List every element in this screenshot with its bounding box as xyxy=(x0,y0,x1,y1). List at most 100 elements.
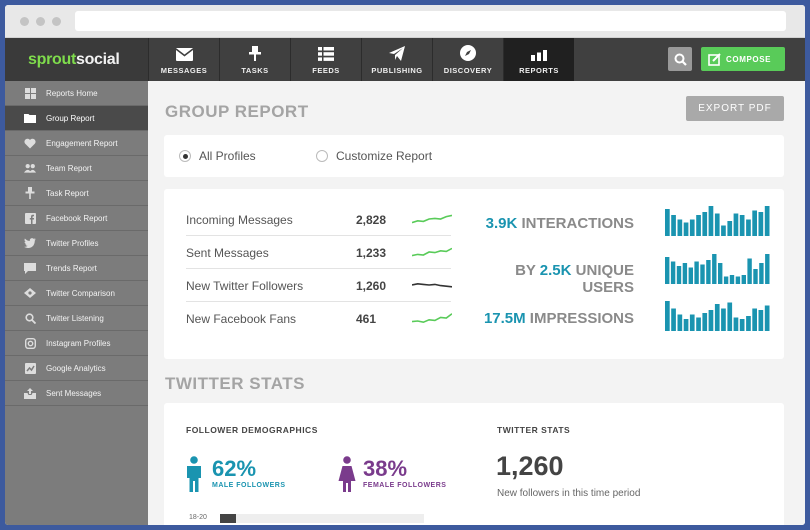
radio-all-profiles[interactable]: All Profiles xyxy=(179,149,256,163)
bar xyxy=(696,215,701,236)
sidebar-item-task-report[interactable]: Task Report xyxy=(5,181,148,206)
sidebar-item-instagram-profiles[interactable]: Instagram Profiles xyxy=(5,331,148,356)
sidebar-item-sent-messages[interactable]: Sent Messages xyxy=(5,381,148,406)
window-dot[interactable] xyxy=(20,17,29,26)
compare-icon xyxy=(24,287,36,299)
bar xyxy=(718,263,723,284)
list-icon xyxy=(318,47,334,61)
sidebar-item-label: Trends Report xyxy=(46,263,97,273)
stat-prefix: BY xyxy=(515,262,540,279)
bar xyxy=(702,212,708,236)
sidebar-item-engagement-report[interactable]: Engagement Report xyxy=(5,131,148,156)
impressions-stat: 17.5M IMPRESSIONS xyxy=(464,310,634,327)
metric-row: New Facebook Fans 461 xyxy=(186,302,452,335)
twitter-stats-title: TWITTER STATS xyxy=(497,425,571,435)
bar xyxy=(683,319,689,331)
bar xyxy=(677,314,683,331)
bar xyxy=(712,254,717,284)
sidebar-item-label: Twitter Profiles xyxy=(46,238,99,248)
address-bar[interactable] xyxy=(75,11,786,31)
nav-feeds[interactable]: FEEDS xyxy=(290,38,361,81)
sprout-social-logo[interactable]: sprout social xyxy=(5,38,148,81)
bar xyxy=(700,264,705,284)
metric-row: Incoming Messages 2,828 xyxy=(186,203,452,236)
nav-tasks[interactable]: TASKS xyxy=(219,38,290,81)
browser-window: sprout social MESSAGES TASKS FEEDS PUBLIS… xyxy=(5,5,805,525)
nav-label: MESSAGES xyxy=(160,66,208,75)
bar xyxy=(696,317,701,331)
sparkline-line xyxy=(412,282,452,288)
bar-chart xyxy=(665,206,770,236)
sidebar-item-twitter-comparison[interactable]: Twitter Comparison xyxy=(5,281,148,306)
bar-chart xyxy=(665,301,770,331)
bar xyxy=(727,302,733,331)
bar xyxy=(714,213,720,236)
sidebar-item-label: Engagement Report xyxy=(46,138,118,148)
sidebar-item-team-report[interactable]: Team Report xyxy=(5,156,148,181)
bar xyxy=(741,275,746,284)
sidebar-item-twitter-listening[interactable]: Twitter Listening xyxy=(5,306,148,331)
facebook-icon xyxy=(24,212,36,224)
folder-icon xyxy=(24,112,36,124)
female-label: FEMALE FOLLOWERS xyxy=(363,482,447,489)
new-followers-count: 1,260 xyxy=(496,451,564,481)
metric-label: Sent Messages xyxy=(186,246,269,260)
new-followers-caption: New followers in this time period xyxy=(497,488,641,499)
nav-label: DISCOVERY xyxy=(443,66,493,75)
window-dot[interactable] xyxy=(52,17,61,26)
compose-button[interactable]: COMPOSE xyxy=(701,47,785,71)
compose-icon xyxy=(708,52,721,66)
bar xyxy=(764,206,770,236)
bar xyxy=(665,209,670,236)
search-button[interactable] xyxy=(668,47,692,71)
sidebar-item-trends-report[interactable]: Trends Report xyxy=(5,256,148,281)
bar xyxy=(747,258,752,284)
sparkline xyxy=(412,247,452,257)
radio-label: All Profiles xyxy=(199,149,256,163)
main-content: GROUP REPORT EXPORT PDF All Profiles Cus… xyxy=(148,81,805,525)
logo-part-social: social xyxy=(75,50,120,68)
export-pdf-button[interactable]: EXPORT PDF xyxy=(686,96,784,121)
bar xyxy=(694,261,699,284)
pin-icon xyxy=(24,187,36,199)
bar xyxy=(689,219,695,236)
nav-label: REPORTS xyxy=(519,66,559,75)
bar xyxy=(746,219,751,236)
bar xyxy=(753,269,758,284)
window-dot[interactable] xyxy=(36,17,45,26)
metric-label: Incoming Messages xyxy=(186,213,293,227)
nav-label: PUBLISHING xyxy=(371,66,423,75)
radio-customize-report[interactable]: Customize Report xyxy=(316,149,432,163)
female-icon xyxy=(338,456,356,492)
bar xyxy=(706,260,711,284)
sidebar-item-twitter-profiles[interactable]: Twitter Profiles xyxy=(5,231,148,256)
sidebar-item-reports-home[interactable]: Reports Home xyxy=(5,81,148,106)
bar xyxy=(739,215,745,236)
logo-part-sprout: sprout xyxy=(28,50,76,68)
search-icon xyxy=(24,312,36,324)
male-icon xyxy=(187,456,201,492)
male-label: MALE FOLLOWERS xyxy=(212,482,286,489)
nav-reports[interactable]: REPORTS xyxy=(503,38,574,81)
bar xyxy=(665,257,670,284)
profile-filter-card: All Profiles Customize Report xyxy=(164,135,784,177)
bar xyxy=(671,308,676,331)
sparkline-line xyxy=(412,247,452,257)
sidebar-item-google-analytics[interactable]: Google Analytics xyxy=(5,356,148,381)
stat-suffix: INTERACTIONS xyxy=(517,215,634,232)
bar xyxy=(764,305,770,331)
nav-discovery[interactable]: DISCOVERY xyxy=(432,38,503,81)
bar xyxy=(708,206,714,236)
nav-messages[interactable]: MESSAGES xyxy=(148,38,219,81)
bar xyxy=(746,316,751,331)
section-title: TWITTER STATS xyxy=(165,374,305,393)
sidebar-item-facebook-report[interactable]: Facebook Report xyxy=(5,206,148,231)
nav-publishing[interactable]: PUBLISHING xyxy=(361,38,432,81)
sidebar-item-label: Team Report xyxy=(46,163,92,173)
sparkline-line xyxy=(412,214,452,224)
sidebar-item-label: Sent Messages xyxy=(46,388,102,398)
bar xyxy=(727,221,733,236)
analytics-icon xyxy=(24,362,36,374)
radio-circle xyxy=(179,150,191,162)
sidebar-item-group-report[interactable]: Group Report xyxy=(5,106,148,131)
